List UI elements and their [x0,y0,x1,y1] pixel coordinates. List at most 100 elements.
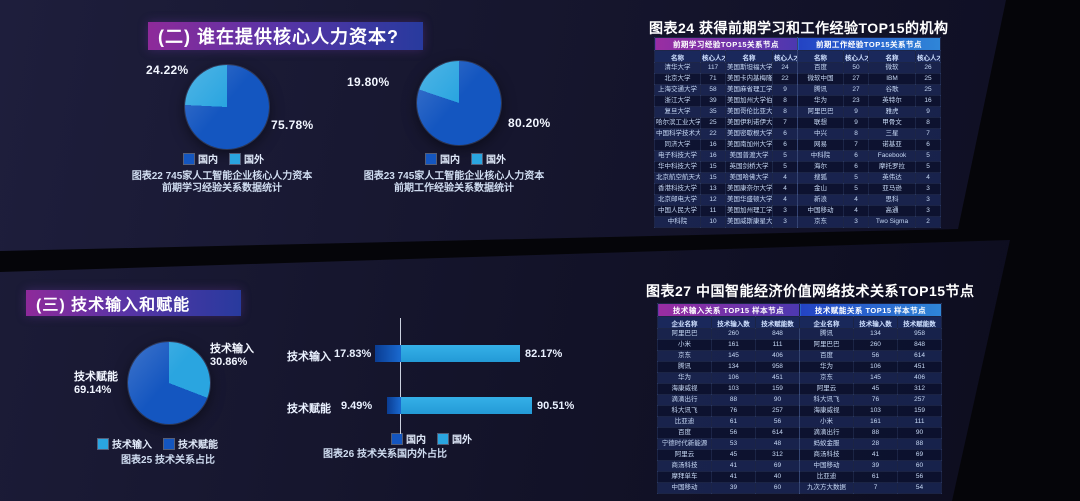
table-cell: 9 [843,106,869,118]
table-cell: 28 [853,438,899,450]
chart23-pie [417,61,501,145]
table-cell: 5 [915,161,941,173]
table-cell: 6 [843,150,869,162]
column-header: 企业名称 [657,316,712,329]
table-row: 中国科学技术大学22美国密歇根大学6中兴8三星7 [654,128,941,140]
column-header: 技术输入数 [853,316,899,329]
table-cell: 312 [754,449,801,461]
table-row: 宁德时代新能源 53 48 蚂蚁金服 28 88 [657,438,943,450]
table-cell: 美国卡内基梅隆大学 [725,73,773,85]
table-row: 同济大学 16 美国南加州大学 6 网易 7 诺基亚 6 [654,139,941,151]
table-cell: 41 [711,471,756,483]
table24-title: 图表24 获得前期学习和工作经验TOP15的机构 [649,20,949,36]
table-cell: 39 [700,95,726,107]
table-cell: 106 [853,361,899,373]
table-cell: 腾讯 [797,84,844,96]
table-cell: 25 [700,117,726,129]
table-cell: 滴滴出行 [799,427,855,439]
chart25-pie [128,342,210,424]
table-cell: 88 [897,438,943,450]
table-cell: 滴滴出行 [657,394,712,406]
table-cell: 搜狐 [797,172,844,184]
column-header: 技术赋能数 [897,316,943,329]
table-cell: 6 [843,161,869,173]
legend-label: 国内 [406,435,426,446]
table-cell: 41 [711,460,756,472]
table-row: 北京邮电大学 12 美国华盛顿大学 4 新浪 4 思科 3 [654,194,941,206]
table27-group-header-row: 技术输入关系 TOP15 样本节点 技术赋能关系 TOP15 样本节点 [656,303,943,317]
table-cell: 10 [700,216,726,228]
chart23-foreign-percent: 19.80% [347,75,390,89]
table-cell: 华为 [797,95,844,107]
table-cell: 京东 [657,350,712,362]
table-cell: 56 [853,350,899,362]
table-cell: 美国斯坦福大学 [725,62,773,74]
section2-banner: (二) 谁在提供核心人力资本? [148,22,423,50]
table-cell: 清华大学 [654,62,701,74]
column-header: 名称 [868,50,916,63]
table-row: 比亚迪 61 56 小米 161 111 [657,416,943,428]
table-cell: 159 [754,383,801,395]
table-cell: 4 [772,172,798,184]
tech-input-swatch-icon [98,438,108,449]
table-cell: 451 [754,372,801,384]
table-row: 阿里巴巴 260 848 腾讯 134 958 [657,328,943,340]
table-cell: 商汤科技 [657,460,712,472]
table-cell: 159 [897,405,943,417]
legend-label: 国外 [486,155,506,166]
domestic-swatch-icon [184,153,194,164]
legend-item-foreign: 国外 [438,431,472,446]
table-cell: 134 [711,361,756,373]
table-cell: 7 [772,117,798,129]
table-cell: 451 [897,361,943,373]
table27-body: 阿里巴巴 260 848 腾讯 134 958 小米 161 111 阿里巴巴 260 848 京东 14… [657,328,943,494]
table-cell: 39 [853,460,899,472]
table-cell: 8 [772,95,798,107]
foreign-swatch-icon [472,153,482,164]
legend-item-foreign: 国外 [472,151,506,166]
table-cell: 哈尔滨工业大学 [654,117,701,129]
table-cell: 思科 [868,194,916,206]
table-cell: 76 [711,405,756,417]
table-cell: 406 [754,350,801,362]
table-cell: 848 [897,339,943,351]
section3-banner-text: (三) 技术输入和赋能 [36,297,191,314]
table27-title: 图表27 中国智能经济价值网络技术关系TOP15节点 [646,283,975,299]
table-row: 复旦大学35美国哥伦比亚大学8阿里巴巴9雅虎9 [654,106,941,118]
table-cell: 58 [700,84,726,96]
table-cell: 美国伊利诺伊大学 [725,117,773,129]
table-cell: 27 [843,73,869,85]
table-cell: 161 [711,339,756,351]
table-cell: 3 [772,216,798,228]
legend-label: 技术赋能 [178,440,218,451]
chart26-caption: 图表26 技术关系国内外占比 [323,449,447,460]
table-cell: 103 [853,405,899,417]
table-cell: 三星 [868,128,916,140]
table-row: 滴滴出行 88 90 科大讯飞 76 257 [657,394,943,406]
table-cell: 科大讯飞 [799,394,855,406]
table24-column-header-row: 名称 核心人才数 名称 核心人才数 名称 核心人才数 名称 核心人才数 [654,50,941,63]
table-cell: 北京航空航天大学 [654,172,701,184]
table-cell: 22 [772,73,798,85]
domestic-swatch-icon [426,153,436,164]
section3-banner: (三) 技术输入和赋能 [26,290,241,316]
table-cell: 56 [754,416,801,428]
table-cell: 90 [897,427,943,439]
table-cell: 90 [754,394,801,406]
chart26-row1-label: 技术输入 [287,351,331,363]
column-header: 核心人才数 [772,50,798,63]
column-header: 核心人才数 [700,50,726,63]
column-header: 核心人才数 [915,50,941,63]
chart22-legend: 国内 国外 [184,151,264,166]
table-cell: 15 [700,161,726,173]
table-cell: 56 [711,427,756,439]
table-cell: 614 [754,427,801,439]
table-cell: 7 [843,139,869,151]
legend-label: 国内 [198,155,218,166]
table-cell: 60 [897,460,943,472]
table-cell: 11 [700,205,726,217]
table-cell: 比亚迪 [799,471,855,483]
table-cell: 网易 [797,139,844,151]
